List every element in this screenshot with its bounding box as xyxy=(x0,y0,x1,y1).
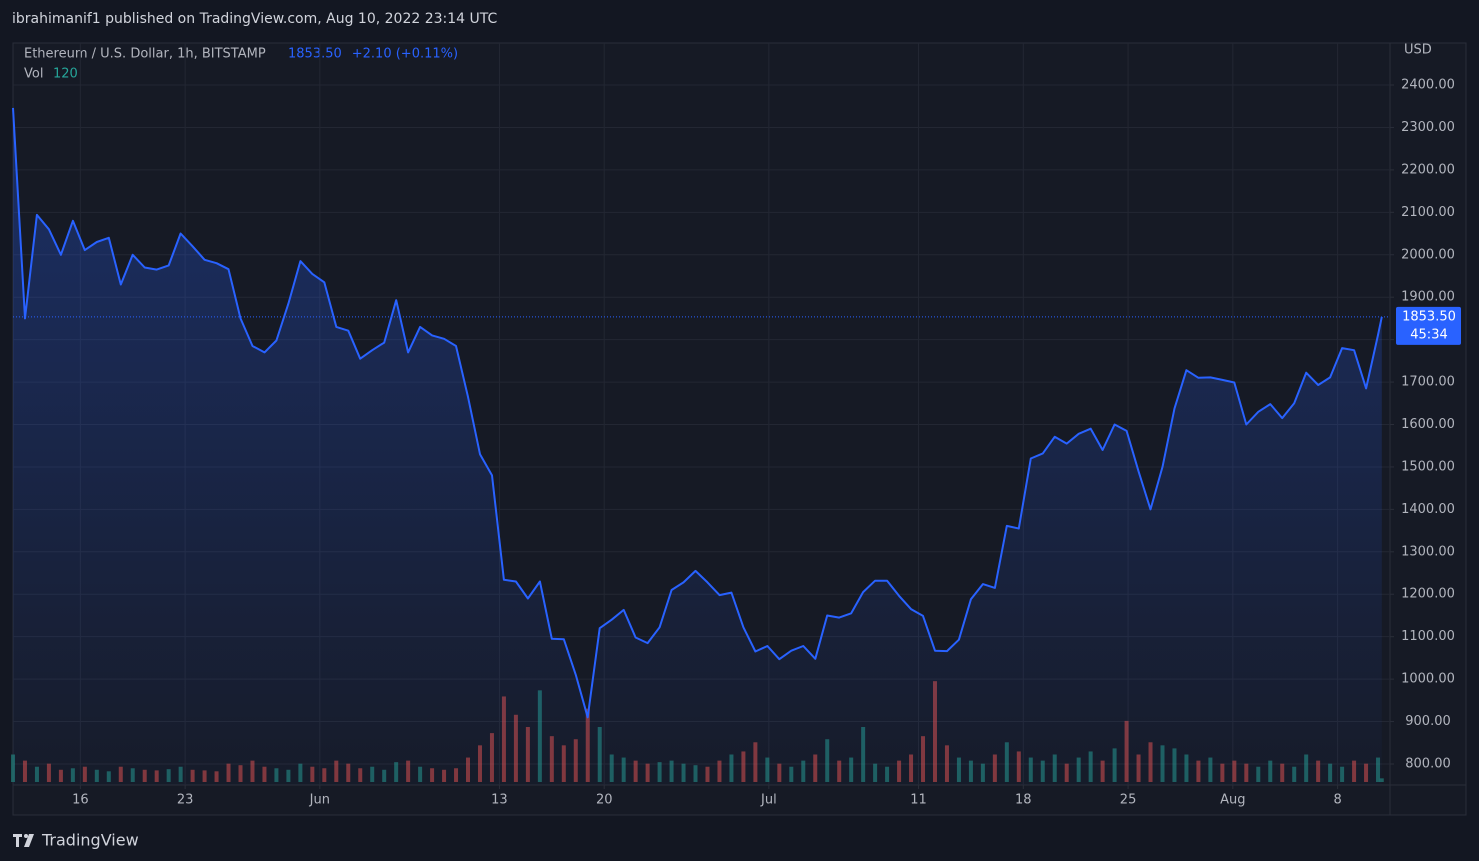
y-tick-label: 1000.00 xyxy=(1401,672,1455,687)
currency: USD xyxy=(1404,43,1432,58)
x-tick-label: 23 xyxy=(177,793,194,808)
y-tick-label: 1300.00 xyxy=(1401,544,1455,559)
x-tick-label: 13 xyxy=(491,793,508,808)
x-tick-label: 25 xyxy=(1120,793,1137,808)
x-tick-label: Jul xyxy=(760,793,777,808)
y-tick-label: 2400.00 xyxy=(1401,78,1455,93)
last-price-label: 1853.50 xyxy=(1402,309,1456,324)
countdown: 45:34 xyxy=(1410,327,1447,342)
y-tick-label: 2300.00 xyxy=(1401,120,1455,135)
y-tick-label: 1400.00 xyxy=(1401,502,1455,517)
x-tick-label: Jun xyxy=(309,793,330,808)
logo-part xyxy=(24,834,28,838)
y-tick-label: 1200.00 xyxy=(1401,587,1455,602)
logo-part xyxy=(16,834,19,847)
legend-change: +2.10 (+0.11%) xyxy=(352,47,458,62)
y-tick-label: 2100.00 xyxy=(1401,205,1455,220)
x-tick-label: 8 xyxy=(1333,793,1341,808)
brand: TradingView xyxy=(41,831,139,850)
symbol-title: Ethereum / U.S. Dollar, 1h, BITSTAMP xyxy=(24,47,266,62)
area-fill xyxy=(13,107,1382,785)
y-tick-label: 1100.00 xyxy=(1401,629,1455,644)
y-tick-label: 1900.00 xyxy=(1401,290,1455,305)
y-tick-label: 1700.00 xyxy=(1401,375,1455,390)
price-line xyxy=(12,107,1383,719)
x-tick-label: Aug xyxy=(1220,793,1245,808)
y-tick-label: 800.00 xyxy=(1405,756,1451,771)
y-tick-label: 2200.00 xyxy=(1401,162,1455,177)
y-tick-label: 1500.00 xyxy=(1401,459,1455,474)
last-price-tag xyxy=(1396,306,1461,345)
logo xyxy=(13,834,34,847)
x-tick-label: 11 xyxy=(910,793,927,808)
x-tick-label: 16 xyxy=(72,793,89,808)
y-tick-label: 2000.00 xyxy=(1401,247,1455,262)
publisher: ibrahimanif1 published on TradingView.co… xyxy=(12,11,497,27)
y-tick-label: 900.00 xyxy=(1405,714,1451,729)
y-tick-label: 1600.00 xyxy=(1401,417,1455,432)
x-tick-label: 20 xyxy=(596,793,613,808)
legend-price: 1853.50 xyxy=(288,47,342,62)
x-tick-label: 18 xyxy=(1015,793,1032,808)
volume-value: 120 xyxy=(53,67,78,82)
logo-part xyxy=(24,834,34,847)
volume-title: Vol xyxy=(24,67,43,82)
